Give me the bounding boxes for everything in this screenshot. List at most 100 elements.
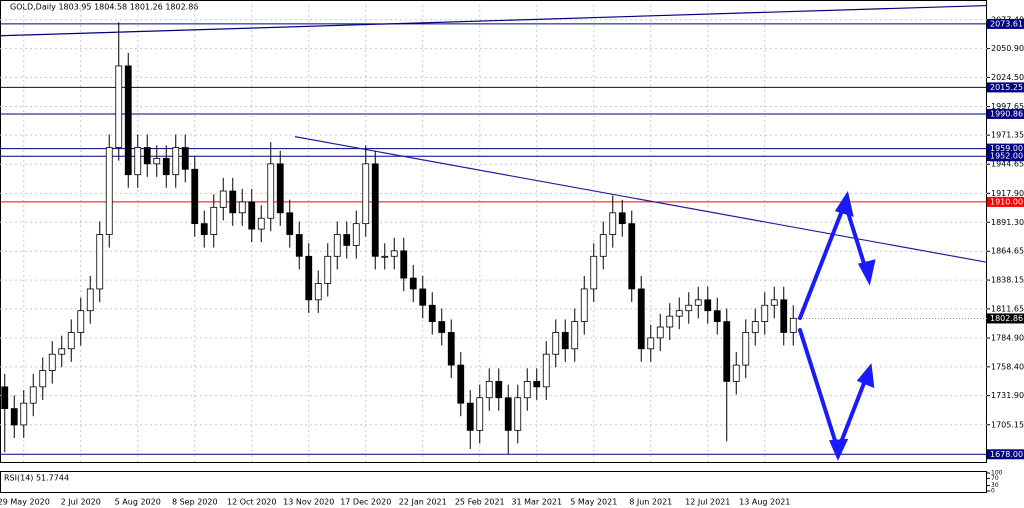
- candle-body: [409, 277, 417, 290]
- candle-body: [561, 332, 569, 350]
- candle-body: [96, 234, 104, 290]
- y-tick-label: 1811.65: [991, 304, 1024, 313]
- level-tag: [987, 18, 1024, 29]
- candle-body: [533, 381, 541, 388]
- candle-body: [219, 190, 227, 208]
- level-tag: [987, 108, 1024, 119]
- candle-body: [20, 402, 28, 426]
- y-tick-label: 1917.90: [991, 189, 1024, 198]
- candle-body: [143, 147, 151, 165]
- candle-body: [305, 255, 313, 301]
- candle-body: [48, 353, 56, 371]
- y-tick-label: 2050.90: [991, 44, 1024, 53]
- candle-body: [115, 65, 123, 148]
- candle-body: [134, 147, 142, 176]
- candle-body: [751, 321, 759, 333]
- x-tick-label: 5 May 2021: [570, 498, 617, 507]
- level-label: 1678.00: [990, 450, 1023, 459]
- y-tick-label: 1944.65: [991, 160, 1024, 169]
- candle-body: [362, 163, 370, 225]
- x-tick-label: 17 Dec 2020: [340, 498, 391, 507]
- candle-body: [685, 304, 693, 312]
- candle-body: [29, 386, 37, 404]
- x-tick-label: 22 Jan 2021: [399, 498, 447, 507]
- candle-body: [39, 370, 47, 388]
- level-label: 1959.00: [990, 144, 1023, 153]
- candle-body: [314, 283, 322, 301]
- candle-body: [666, 315, 674, 328]
- candle-body: [789, 317, 797, 333]
- candle-body: [485, 381, 493, 399]
- last-price-label: 1802.86: [990, 314, 1023, 323]
- y-tick-label: 1705.15: [991, 420, 1024, 429]
- forecast-arrows: [798, 190, 876, 461]
- candle-body: [67, 332, 75, 350]
- y-tick-label: 1971.35: [991, 131, 1024, 140]
- candle-body: [742, 332, 750, 366]
- candle-body: [504, 397, 512, 431]
- candle-body: [713, 310, 721, 322]
- candle-body: [428, 304, 436, 322]
- candle-body: [162, 157, 170, 176]
- candle-body: [723, 321, 731, 382]
- x-tick-label: 13 Aug 2021: [739, 498, 790, 507]
- candle-body: [552, 332, 560, 355]
- candle-body: [618, 212, 626, 225]
- candle-body: [542, 353, 550, 388]
- y-tick-label: 1864.65: [991, 247, 1024, 256]
- candle-body: [637, 288, 645, 350]
- candle-body: [390, 250, 398, 257]
- candle-body: [732, 364, 740, 382]
- trendline: [294, 136, 988, 263]
- candle-body: [10, 408, 18, 426]
- candle-body: [276, 163, 284, 214]
- candle-body: [86, 288, 94, 312]
- candle-body: [210, 206, 218, 235]
- candle-body: [628, 223, 636, 290]
- y-tick-label: 1997.65: [991, 102, 1024, 111]
- level-tag: [987, 151, 1024, 162]
- candle-body: [124, 65, 132, 176]
- candle-body: [780, 299, 788, 333]
- upper-arrow: [798, 196, 868, 320]
- rsi-panel: [0, 471, 987, 493]
- trendline: [0, 4, 988, 37]
- level-tag: [987, 82, 1024, 93]
- arrow-head: [856, 363, 875, 389]
- candle-body: [675, 310, 683, 317]
- x-tick-label: 31 Mar 2021: [511, 498, 562, 507]
- y-tick-label: 1731.90: [991, 391, 1024, 400]
- candle-body: [267, 163, 275, 219]
- candle-body: [77, 310, 85, 333]
- candle-body: [58, 348, 66, 355]
- candle-body: [172, 147, 180, 176]
- lower-arrow: [798, 328, 868, 457]
- level-label: 1990.86: [990, 109, 1023, 118]
- rsi-tick-label: 70: [991, 475, 999, 482]
- candle-body: [381, 255, 389, 258]
- rsi-tick-label: 100: [991, 470, 1003, 477]
- candle-body: [191, 168, 199, 225]
- chart-title: GOLD,Daily 1803.95 1804.58 1801.26 1802.…: [10, 3, 198, 12]
- candle-body: [257, 217, 265, 230]
- main-panel: [0, 0, 987, 463]
- arrow-head: [834, 190, 854, 217]
- candle-body: [248, 201, 256, 230]
- y-tick-label: 1838.15: [991, 276, 1024, 285]
- y-tick-label: 1891.30: [991, 218, 1024, 227]
- x-tick-label: 2 Jul 2020: [61, 498, 101, 507]
- rsi-title: RSI(14) 51.7744: [4, 474, 69, 483]
- candle-body: [371, 163, 379, 257]
- x-tick-label: 12 Oct 2020: [227, 498, 276, 507]
- candle-body: [590, 255, 598, 290]
- candle-body: [514, 397, 522, 431]
- candle-body: [476, 397, 484, 431]
- level-tag: [987, 196, 1024, 207]
- level-tag: [987, 143, 1024, 154]
- plot: 2077.402050.902024.501997.651971.351944.…: [0, 4, 1024, 507]
- candle-body: [599, 234, 607, 257]
- candle-body: [571, 321, 579, 350]
- y-tick-label: 1758.40: [991, 362, 1024, 371]
